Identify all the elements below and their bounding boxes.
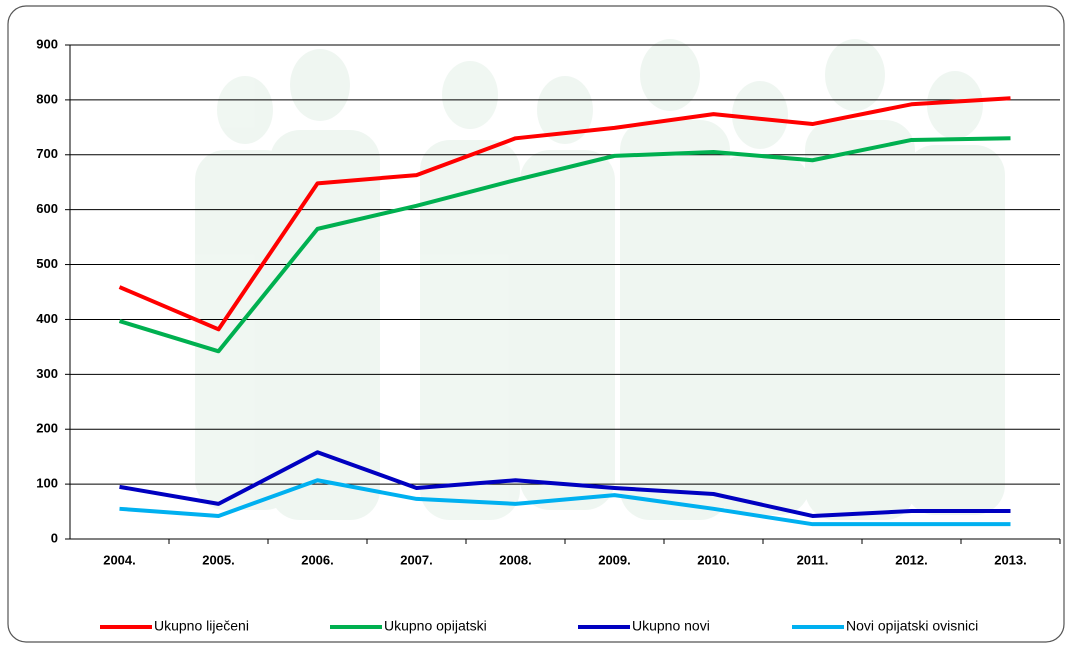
y-tick-label: 600 bbox=[36, 201, 58, 216]
y-tick-label: 700 bbox=[36, 146, 58, 161]
x-tick-label: 2009. bbox=[598, 552, 631, 567]
x-tick-label: 2004. bbox=[103, 552, 136, 567]
legend-label: Ukupno opijatski bbox=[384, 618, 487, 634]
legend-label: Ukupno liječeni bbox=[154, 618, 249, 634]
y-tick-label: 400 bbox=[36, 311, 58, 326]
x-tick-label: 2013. bbox=[994, 552, 1027, 567]
chart: 0 100 200 300 400 500 600 700 800 900 2004. 2005. 20… bbox=[0, 0, 1071, 648]
y-tick-label: 300 bbox=[36, 366, 58, 381]
legend-label: Novi opijatski ovisnici bbox=[846, 618, 978, 634]
legend-label: Ukupno novi bbox=[632, 618, 710, 634]
x-tick-label: 2008. bbox=[499, 552, 532, 567]
x-tick-label: 2005. bbox=[202, 552, 235, 567]
x-tick-label: 2006. bbox=[301, 552, 334, 567]
x-tick-label: 2012. bbox=[895, 552, 928, 567]
y-tick-label: 200 bbox=[36, 421, 58, 436]
y-tick-label: 0 bbox=[51, 530, 58, 545]
x-tick-label: 2010. bbox=[697, 552, 730, 567]
y-tick-label: 500 bbox=[36, 256, 58, 271]
x-tick-label: 2011. bbox=[797, 552, 829, 567]
y-tick-label: 900 bbox=[36, 36, 58, 51]
y-tick-label: 100 bbox=[36, 476, 58, 491]
x-tick-label: 2007. bbox=[400, 552, 433, 567]
y-tick-label: 800 bbox=[36, 91, 58, 106]
